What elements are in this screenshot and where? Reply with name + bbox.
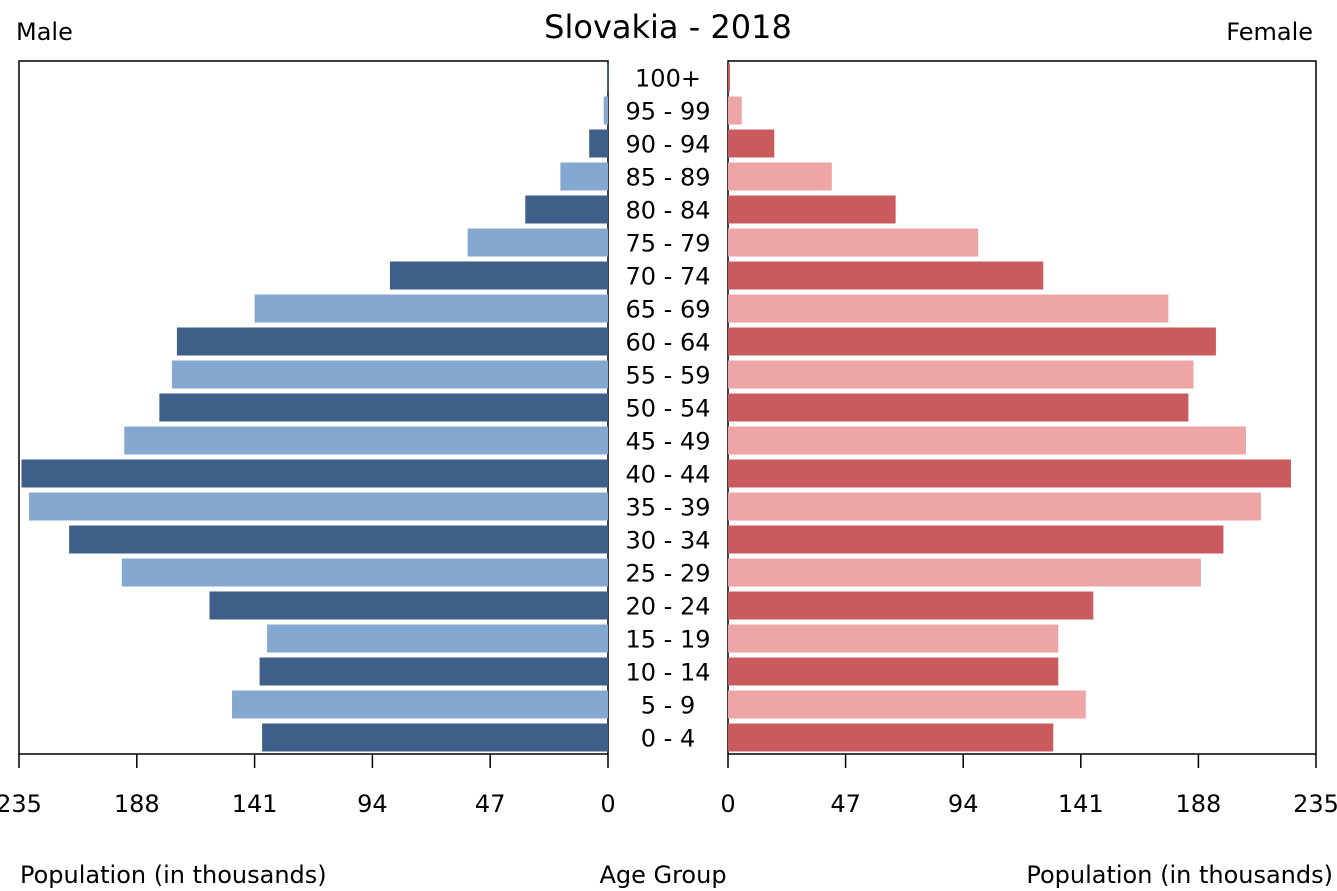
age-group-label: 10 - 14: [626, 659, 711, 687]
female-bar: [728, 130, 774, 158]
male-bars: [22, 64, 609, 752]
female-bar: [728, 526, 1223, 554]
female-x-tick-label: 94: [948, 790, 979, 818]
female-bar: [728, 262, 1043, 290]
male-bar: [604, 97, 608, 125]
age-group-label: 55 - 59: [626, 362, 711, 390]
age-group-label: 45 - 49: [626, 428, 711, 456]
age-group-label: 15 - 19: [626, 626, 711, 654]
male-bar: [262, 724, 608, 752]
male-bar: [29, 493, 608, 521]
age-group-label: 5 - 9: [641, 692, 695, 720]
male-x-tick-label: 94: [357, 790, 388, 818]
age-group-label: 30 - 34: [626, 527, 711, 555]
female-bar: [728, 691, 1086, 719]
female-bar: [728, 163, 832, 191]
age-group-label: 95 - 99: [626, 98, 711, 126]
female-bar: [728, 625, 1058, 653]
age-group-label: 85 - 89: [626, 164, 711, 192]
age-group-label: 70 - 74: [626, 263, 711, 291]
male-x-tick-label: 47: [475, 790, 506, 818]
age-group-labels: 100+ 95 - 99 90 - 94 85 - 89 80 - 84 75 - 79 7…: [626, 65, 711, 753]
age-group-label: 80 - 84: [626, 197, 711, 225]
female-x-tick-label: 47: [830, 790, 861, 818]
age-group-label: 75 - 79: [626, 230, 711, 258]
male-bar: [159, 394, 608, 422]
age-group-axis-label: Age Group: [599, 861, 726, 889]
male-x-tick-label: 141: [232, 790, 278, 818]
age-group-label: 50 - 54: [626, 395, 711, 423]
age-group-label: 0 - 4: [641, 725, 695, 753]
female-bar: [728, 460, 1291, 488]
female-bar: [728, 97, 742, 125]
chart-title: Slovakia - 2018: [544, 8, 792, 46]
age-group-label: 40 - 44: [626, 461, 711, 489]
male-bar: [468, 229, 608, 257]
male-x-tick-label: 0: [600, 790, 615, 818]
age-group-label: 25 - 29: [626, 560, 711, 588]
male-x-axis-label: Population (in thousands): [20, 861, 327, 889]
female-bar: [728, 427, 1246, 455]
male-label: Male: [16, 18, 73, 46]
female-x-axis: 0 47 94 141 188 235: [720, 754, 1337, 818]
male-bar: [122, 559, 608, 587]
female-bar: [728, 724, 1053, 752]
female-bar: [728, 592, 1093, 620]
male-bar: [255, 295, 608, 323]
female-label: Female: [1226, 18, 1313, 46]
male-x-tick-label: 235: [0, 790, 42, 818]
female-bar: [728, 229, 978, 257]
age-group-label: 65 - 69: [626, 296, 711, 324]
male-bar: [525, 196, 608, 224]
female-x-tick-label: 141: [1058, 790, 1104, 818]
male-bar: [172, 361, 608, 389]
female-bar: [728, 64, 730, 92]
female-x-tick-label: 0: [720, 790, 735, 818]
female-bar: [728, 493, 1261, 521]
age-group-label: 100+: [635, 65, 701, 93]
female-bar: [728, 559, 1201, 587]
age-group-label: 60 - 64: [626, 329, 711, 357]
female-x-tick-label: 188: [1175, 790, 1221, 818]
female-x-tick-label: 235: [1293, 790, 1337, 818]
male-bar: [260, 658, 608, 686]
age-group-label: 90 - 94: [626, 131, 711, 159]
female-bar: [728, 658, 1058, 686]
male-bar: [390, 262, 608, 290]
female-x-axis-label: Population (in thousands): [1026, 861, 1333, 889]
male-bar: [177, 328, 608, 356]
age-group-label: 35 - 39: [626, 494, 711, 522]
female-bar: [728, 196, 896, 224]
male-x-axis: 0 47 94 141 188 235: [0, 754, 616, 818]
male-bar: [209, 592, 608, 620]
male-bar: [589, 130, 608, 158]
male-bar: [560, 163, 608, 191]
male-bar: [232, 691, 608, 719]
female-bar: [728, 328, 1216, 356]
female-bars: [728, 64, 1291, 752]
male-bar: [267, 625, 608, 653]
female-bar: [728, 394, 1188, 422]
male-bar: [22, 460, 608, 488]
male-bar: [69, 526, 608, 554]
male-bar: [607, 64, 608, 92]
age-group-label: 20 - 24: [626, 593, 711, 621]
female-bar: [728, 361, 1193, 389]
male-bar: [124, 427, 608, 455]
female-bar: [728, 295, 1168, 323]
male-x-tick-label: 188: [114, 790, 160, 818]
